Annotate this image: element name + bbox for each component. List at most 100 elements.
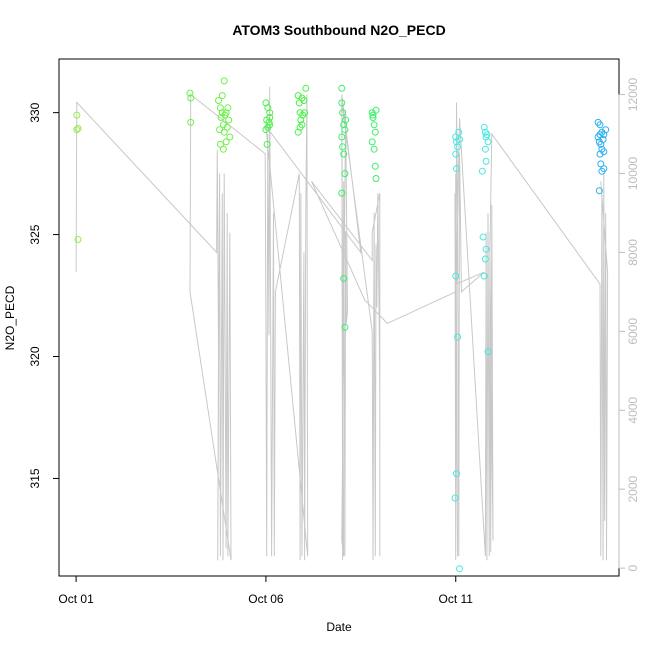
data-point <box>452 150 460 158</box>
y2-tick-label: 8000 <box>626 239 640 266</box>
data-point <box>218 92 226 100</box>
data-point <box>482 157 490 165</box>
data-point <box>338 133 346 141</box>
data-point <box>453 165 460 173</box>
data-point <box>451 494 459 502</box>
data-point <box>263 140 271 148</box>
data-point <box>222 138 230 146</box>
data-point <box>294 92 302 100</box>
data-point <box>73 111 81 119</box>
data-point <box>369 114 377 121</box>
y2-tick-label: 12000 <box>626 78 640 112</box>
data-point <box>224 104 232 112</box>
data-point <box>225 116 233 124</box>
data-point <box>296 123 304 131</box>
data-point <box>187 118 195 126</box>
data-point <box>597 160 605 168</box>
data-point <box>223 123 231 131</box>
data-point <box>595 138 603 146</box>
data-point <box>302 84 310 92</box>
data-point <box>222 109 230 117</box>
data-point <box>341 170 349 178</box>
data-point <box>456 565 463 573</box>
y-axis-left: 315 320 325 330 <box>28 102 60 488</box>
altitude-line-layer <box>75 86 609 561</box>
points-layer <box>73 77 610 573</box>
data-point <box>340 150 348 158</box>
data-point <box>342 116 350 124</box>
data-point <box>340 121 348 129</box>
data-point <box>484 138 492 146</box>
data-point <box>453 470 460 478</box>
data-point <box>220 77 228 85</box>
x-tick-label: Oct 11 <box>439 592 474 606</box>
data-point <box>481 145 489 153</box>
y2-tick-label: 2000 <box>626 476 640 503</box>
data-point <box>600 148 608 156</box>
data-point <box>371 128 379 136</box>
data-point <box>338 84 346 92</box>
data-point <box>339 143 347 151</box>
data-point <box>74 125 82 132</box>
data-point <box>340 275 348 282</box>
data-point <box>596 150 604 158</box>
data-point <box>186 89 194 97</box>
y-tick-label: 325 <box>28 224 42 244</box>
y-axis-label: N2O_PECD <box>3 285 17 350</box>
data-point <box>455 128 463 136</box>
data-point <box>478 167 486 175</box>
data-point <box>339 109 347 117</box>
altitude-line <box>75 86 609 561</box>
data-point <box>602 126 610 134</box>
data-point <box>371 162 379 170</box>
x-axis: Oct 01 Oct 06 Oct 11 <box>58 575 474 606</box>
data-point <box>73 126 81 134</box>
y-tick-label: 315 <box>28 468 42 488</box>
data-point <box>479 233 487 241</box>
data-point <box>264 123 272 131</box>
data-point <box>266 109 274 117</box>
data-point <box>370 145 378 153</box>
data-point <box>596 131 604 139</box>
data-point <box>338 99 346 107</box>
data-point <box>219 145 227 153</box>
data-point <box>216 126 224 134</box>
data-point <box>370 121 378 129</box>
data-point <box>456 136 463 143</box>
data-point <box>596 121 604 129</box>
x-axis-label: Date <box>326 620 352 634</box>
data-point <box>369 111 377 119</box>
data-point <box>454 333 462 341</box>
data-point <box>74 236 82 243</box>
x-tick-label: Oct 06 <box>248 592 284 606</box>
y-axis-right: 0 2000 4000 6000 8000 10000 12000 <box>618 78 640 571</box>
data-point <box>301 109 309 117</box>
data-point <box>454 143 462 151</box>
data-point <box>481 255 489 263</box>
data-point <box>215 97 222 104</box>
data-point <box>226 133 234 141</box>
data-point <box>595 187 603 195</box>
y2-tick-label: 0 <box>626 564 640 571</box>
y2-tick-label: 10000 <box>626 156 640 190</box>
data-point <box>483 131 491 139</box>
chart-title: ATOM3 Southbound N2O_PECD <box>232 22 445 38</box>
data-point <box>217 114 225 121</box>
data-point <box>341 323 349 331</box>
data-point <box>480 272 488 280</box>
data-point <box>372 106 380 114</box>
y2-tick-label: 4000 <box>626 397 640 424</box>
data-point <box>298 94 306 102</box>
y-tick-label: 330 <box>28 102 42 122</box>
data-point <box>484 348 492 356</box>
data-point <box>482 245 490 253</box>
data-point <box>372 175 380 182</box>
data-point <box>368 138 376 146</box>
x-tick-label: Oct 01 <box>58 592 94 606</box>
y2-tick-label: 6000 <box>626 318 640 345</box>
data-point <box>452 272 460 280</box>
data-point <box>338 189 346 197</box>
data-point <box>266 114 274 121</box>
